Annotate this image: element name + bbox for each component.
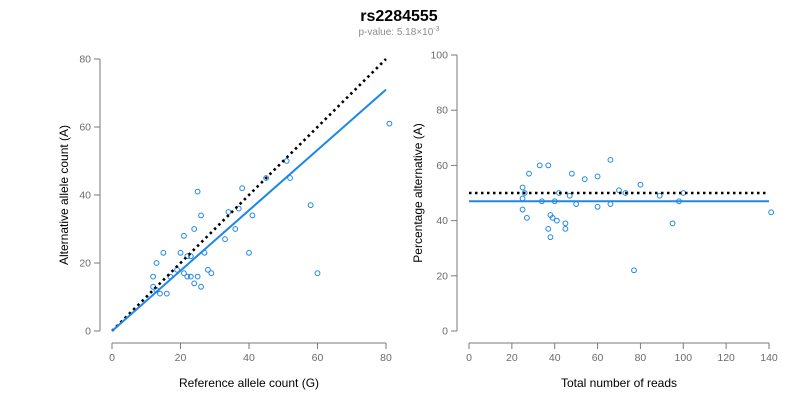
data-point xyxy=(519,206,526,213)
data-point xyxy=(523,214,530,221)
data-point xyxy=(607,201,614,207)
data-point xyxy=(249,212,256,219)
data-point xyxy=(549,214,556,221)
data-point xyxy=(637,181,644,188)
data-point xyxy=(386,120,393,127)
data-point xyxy=(562,220,569,227)
data-point xyxy=(656,192,663,199)
y-tick-label: 80 xyxy=(436,105,448,117)
data-point xyxy=(153,260,160,266)
y-tick-label: 60 xyxy=(79,122,91,134)
data-point xyxy=(157,290,163,297)
data-point xyxy=(198,212,204,219)
data-point xyxy=(562,225,569,232)
x-tick-label: 40 xyxy=(243,352,255,364)
data-point xyxy=(232,226,239,232)
data-point xyxy=(566,192,573,199)
data-point xyxy=(521,190,528,196)
y-axis-label: Alternative allele count (A) xyxy=(57,125,71,265)
x-tick-label: 60 xyxy=(312,352,324,364)
data-point xyxy=(545,225,552,232)
pvalue-prefix: p-value: 5.18×10 xyxy=(358,27,433,38)
data-point xyxy=(581,176,588,183)
data-point xyxy=(191,226,198,232)
data-point xyxy=(198,283,204,290)
data-point xyxy=(568,170,575,177)
data-point xyxy=(222,236,228,243)
y-tick-label: 40 xyxy=(79,190,91,202)
x-axis-label: Reference allele count (G) xyxy=(179,376,319,390)
x-tick-label: 0 xyxy=(109,352,115,364)
data-point xyxy=(263,175,270,181)
x-tick-label: 140 xyxy=(760,352,778,364)
data-point xyxy=(187,273,194,280)
data-point xyxy=(573,201,580,207)
y-tick-label: 60 xyxy=(436,160,448,172)
data-point xyxy=(150,273,157,280)
x-tick-label: 100 xyxy=(675,352,693,364)
data-point xyxy=(607,156,614,163)
data-point xyxy=(181,270,187,277)
y-tick-label: 100 xyxy=(430,50,448,62)
data-point xyxy=(177,249,184,256)
data-point xyxy=(287,175,294,181)
data-point xyxy=(547,234,554,241)
x-tick-label: 60 xyxy=(592,352,604,364)
pvalue-exponent: -3 xyxy=(433,26,439,33)
data-point xyxy=(283,158,290,164)
y-tick-label: 40 xyxy=(436,215,448,227)
x-axis-label: Total number of reads xyxy=(561,376,677,390)
data-point xyxy=(680,190,687,196)
y-tick-label: 20 xyxy=(436,270,448,282)
allele-count-scatter-panel: 0 20 40 60 80 0 20 40 60 80 Reference allele count… xyxy=(57,54,393,390)
data-point xyxy=(631,267,637,274)
x-tick-label: 20 xyxy=(506,352,518,364)
data-point xyxy=(181,232,187,239)
data-point xyxy=(205,266,211,273)
y-tick-label: 20 xyxy=(79,258,91,270)
data-point xyxy=(307,202,314,209)
data-point xyxy=(239,185,246,192)
data-point xyxy=(519,184,526,191)
fit-line xyxy=(111,88,387,332)
x-tick-label: 80 xyxy=(635,352,647,364)
data-point xyxy=(594,173,601,180)
data-point xyxy=(594,203,601,210)
data-point xyxy=(160,249,167,256)
y-tick-label: 0 xyxy=(442,326,448,338)
x-tick-label: 80 xyxy=(380,352,392,364)
y-tick-label: 80 xyxy=(79,54,91,66)
data-point xyxy=(622,190,629,196)
data-point xyxy=(526,170,532,177)
data-point xyxy=(184,273,191,280)
data-point xyxy=(208,270,215,277)
reference-line xyxy=(111,58,387,332)
data-point xyxy=(553,217,560,224)
pvalue-text: p-value: 5.18×10-3 xyxy=(358,26,439,38)
data-point xyxy=(194,188,201,195)
data-point xyxy=(225,209,232,215)
y-axis-label: Percentage alternative (A) xyxy=(411,123,425,262)
data-point xyxy=(163,290,170,297)
data-point xyxy=(246,249,252,256)
data-point xyxy=(194,273,201,280)
data-point xyxy=(545,162,552,169)
chart-title: rs2284555 xyxy=(360,8,438,25)
x-tick-label: 20 xyxy=(175,352,187,364)
data-point xyxy=(669,220,676,227)
x-tick-label: 120 xyxy=(717,352,735,364)
y-tick-label: 0 xyxy=(85,326,91,338)
data-point xyxy=(184,253,191,260)
percentage-alternative-scatter-panel: 0 20 40 60 80 100 120 140 0 20 40 60 80 100 Total numb… xyxy=(411,50,778,391)
x-tick-label: 40 xyxy=(549,352,561,364)
data-point xyxy=(314,270,321,277)
data-point xyxy=(768,209,775,216)
data-point xyxy=(191,280,198,287)
data-point xyxy=(519,195,526,202)
x-tick-label: 0 xyxy=(466,352,472,364)
data-point xyxy=(536,162,543,169)
